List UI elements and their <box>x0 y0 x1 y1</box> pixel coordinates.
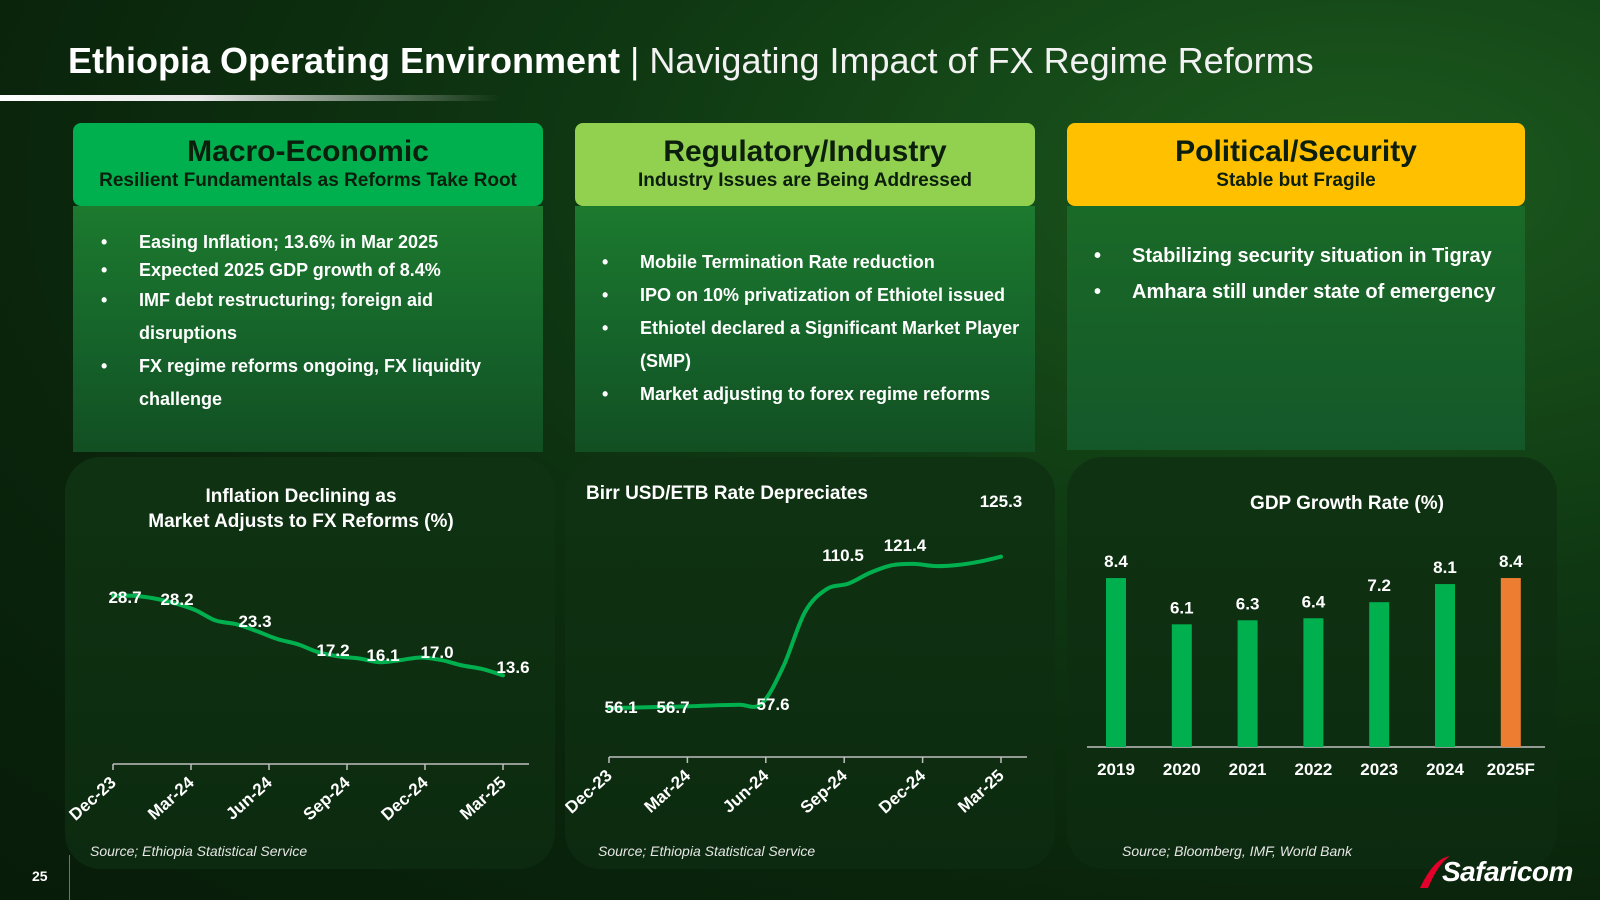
card-header-political: Political/Security Stable but Fragile <box>1067 123 1525 206</box>
data-label: 17.2 <box>316 641 349 660</box>
x-tick-label: Dec-23 <box>66 773 120 824</box>
bar-2024 <box>1435 584 1455 747</box>
bar-value-label: 6.1 <box>1170 598 1194 617</box>
bar-2023 <box>1369 602 1390 747</box>
data-label: 28.2 <box>160 590 193 609</box>
gdp-source-note: Source; Bloomberg, IMF, World Bank <box>1122 843 1353 859</box>
x-tick-label: Mar-25 <box>954 766 1007 817</box>
bar-value-label: 6.4 <box>1302 592 1326 611</box>
x-tick-label: Dec-24 <box>875 765 930 817</box>
x-tick-label: 2021 <box>1229 760 1267 779</box>
bullet-list-regulatory: Mobile Termination Rate reduction IPO on… <box>602 246 1022 411</box>
bullet-item: Market adjusting to forex regime reforms <box>602 378 1022 411</box>
bullet-item: Ethiotel declared a Significant Market P… <box>602 312 1022 378</box>
data-label: 56.1 <box>604 698 637 717</box>
inflation-chart-panel: Inflation Declining as Market Adjusts to… <box>65 457 555 869</box>
bullet-item: Amhara still under state of emergency <box>1094 274 1504 310</box>
card-subtitle-political: Stable but Fragile <box>1216 170 1376 191</box>
gdp-chart-panel: GDP Growth Rate (%) 8.4 2019 6.1 2020 6.3 202… <box>1067 457 1557 869</box>
bullet-list-macro: Easing Inflation; 13.6% in Mar 2025 Expe… <box>101 228 521 416</box>
bar-2019 <box>1106 578 1126 747</box>
data-label: 17.0 <box>420 643 453 662</box>
card-title-regulatory: Regulatory/Industry <box>663 135 947 168</box>
card-title-macro: Macro-Economic <box>187 135 429 168</box>
series-line <box>111 593 505 678</box>
card-header-macro: Macro-Economic Resilient Fundamentals as… <box>73 123 543 206</box>
bullet-item: IPO on 10% privatization of Ethiotel iss… <box>602 279 1022 312</box>
x-tick-label: Jun-24 <box>719 765 773 816</box>
x-tick-label: Dec-24 <box>378 772 433 824</box>
page-number: 25 <box>32 868 48 884</box>
inflation-chart-title-line2: Market Adjusts to FX Reforms (%) <box>148 511 453 532</box>
x-tick-label: 2020 <box>1163 760 1201 779</box>
data-label: 16.1 <box>366 646 399 665</box>
card-body-political: Stabilizing security situation in Tigray… <box>1067 206 1525 450</box>
bullet-item: FX regime reforms ongoing, FX liquidity … <box>101 350 521 416</box>
inflation-chart-title-line1: Inflation Declining as <box>205 486 396 507</box>
gdp-chart-title: GDP Growth Rate (%) <box>1250 493 1444 514</box>
bar-value-label: 8.1 <box>1433 558 1457 577</box>
bar-value-label: 8.4 <box>1104 552 1128 571</box>
x-tick-label: 2025F <box>1487 760 1535 779</box>
inflation-line-chart: Inflation Declining as Market Adjusts to… <box>66 486 530 824</box>
x-tick-label: 2019 <box>1097 760 1135 779</box>
x-tick-label: Mar-24 <box>144 772 198 823</box>
bar-2021 <box>1237 620 1258 747</box>
x-tick-label: Sep-24 <box>300 772 355 824</box>
data-label: 121.4 <box>884 536 927 555</box>
fx-chart-title: Birr USD/ETB Rate Depreciates <box>586 483 868 504</box>
data-label: 125.3 <box>980 492 1023 511</box>
safaricom-logo: Safaricom <box>1412 852 1577 896</box>
footer-divider <box>69 855 70 900</box>
bar-2025F <box>1500 578 1521 747</box>
bar-value-label: 8.4 <box>1499 552 1523 571</box>
bullet-item: IMF debt restructuring; foreign aid disr… <box>101 284 521 350</box>
bullet-item: Mobile Termination Rate reduction <box>602 246 1022 279</box>
inflation-source-note: Source; Ethiopia Statistical Service <box>90 843 308 859</box>
data-label: 13.6 <box>496 658 529 677</box>
page-title-main: Ethiopia Operating Environment <box>68 40 621 81</box>
fx-source-note: Source; Ethiopia Statistical Service <box>598 843 816 859</box>
bar-value-label: 6.3 <box>1236 594 1260 613</box>
bullet-item: Easing Inflation; 13.6% in Mar 2025 <box>101 228 521 256</box>
page-title: Ethiopia Operating Environment | Navigatin… <box>68 40 1314 82</box>
logo-wordmark: Safaricom <box>1442 856 1573 887</box>
card-header-regulatory: Regulatory/Industry Industry Issues are … <box>575 123 1035 206</box>
card-title-political: Political/Security <box>1175 135 1417 168</box>
data-label: 110.5 <box>822 546 864 565</box>
data-label: 57.6 <box>756 695 789 714</box>
card-body-macro: Easing Inflation; 13.6% in Mar 2025 Expe… <box>73 206 543 452</box>
x-tick-label: Jun-24 <box>222 772 276 823</box>
card-body-regulatory: Mobile Termination Rate reduction IPO on… <box>575 206 1035 452</box>
x-tick-label: 2022 <box>1294 760 1332 779</box>
bullet-item: Stabilizing security situation in Tigray <box>1094 238 1504 274</box>
data-label: 23.3 <box>238 612 271 631</box>
x-tick-label: 2023 <box>1360 760 1398 779</box>
x-tick-label: Sep-24 <box>797 765 852 817</box>
x-tick-label: Mar-25 <box>456 773 509 824</box>
series-line <box>607 554 1003 711</box>
fx-line-chart: Birr USD/ETB Rate Depreciates Dec-23 Mar-… <box>565 483 1027 817</box>
fx-chart-panel: Birr USD/ETB Rate Depreciates Dec-23 Mar-… <box>565 457 1055 869</box>
data-label: 56.7 <box>656 698 689 717</box>
card-subtitle-macro: Resilient Fundamentals as Reforms Take R… <box>99 170 517 191</box>
bullet-item: Expected 2025 GDP growth of 8.4% <box>101 256 521 284</box>
x-tick-label: Dec-23 <box>565 766 616 817</box>
x-tick-label: Mar-24 <box>641 765 695 816</box>
bar-2022 <box>1303 618 1324 747</box>
bullet-list-political: Stabilizing security situation in Tigray… <box>1094 238 1504 310</box>
bar-2020 <box>1171 624 1192 747</box>
data-label: 28.7 <box>108 588 141 607</box>
page-title-sub: Navigating Impact of FX Regime Reforms <box>649 40 1314 81</box>
bar-value-label: 7.2 <box>1367 576 1391 595</box>
logo-swoosh-icon <box>1420 856 1450 888</box>
gdp-bar-chart: GDP Growth Rate (%) 8.4 2019 6.1 2020 6.3 202… <box>1087 493 1545 779</box>
title-underline <box>0 95 500 101</box>
title-separator: | <box>630 40 640 81</box>
x-tick-label: 2024 <box>1426 760 1464 779</box>
card-subtitle-regulatory: Industry Issues are Being Addressed <box>637 170 973 191</box>
